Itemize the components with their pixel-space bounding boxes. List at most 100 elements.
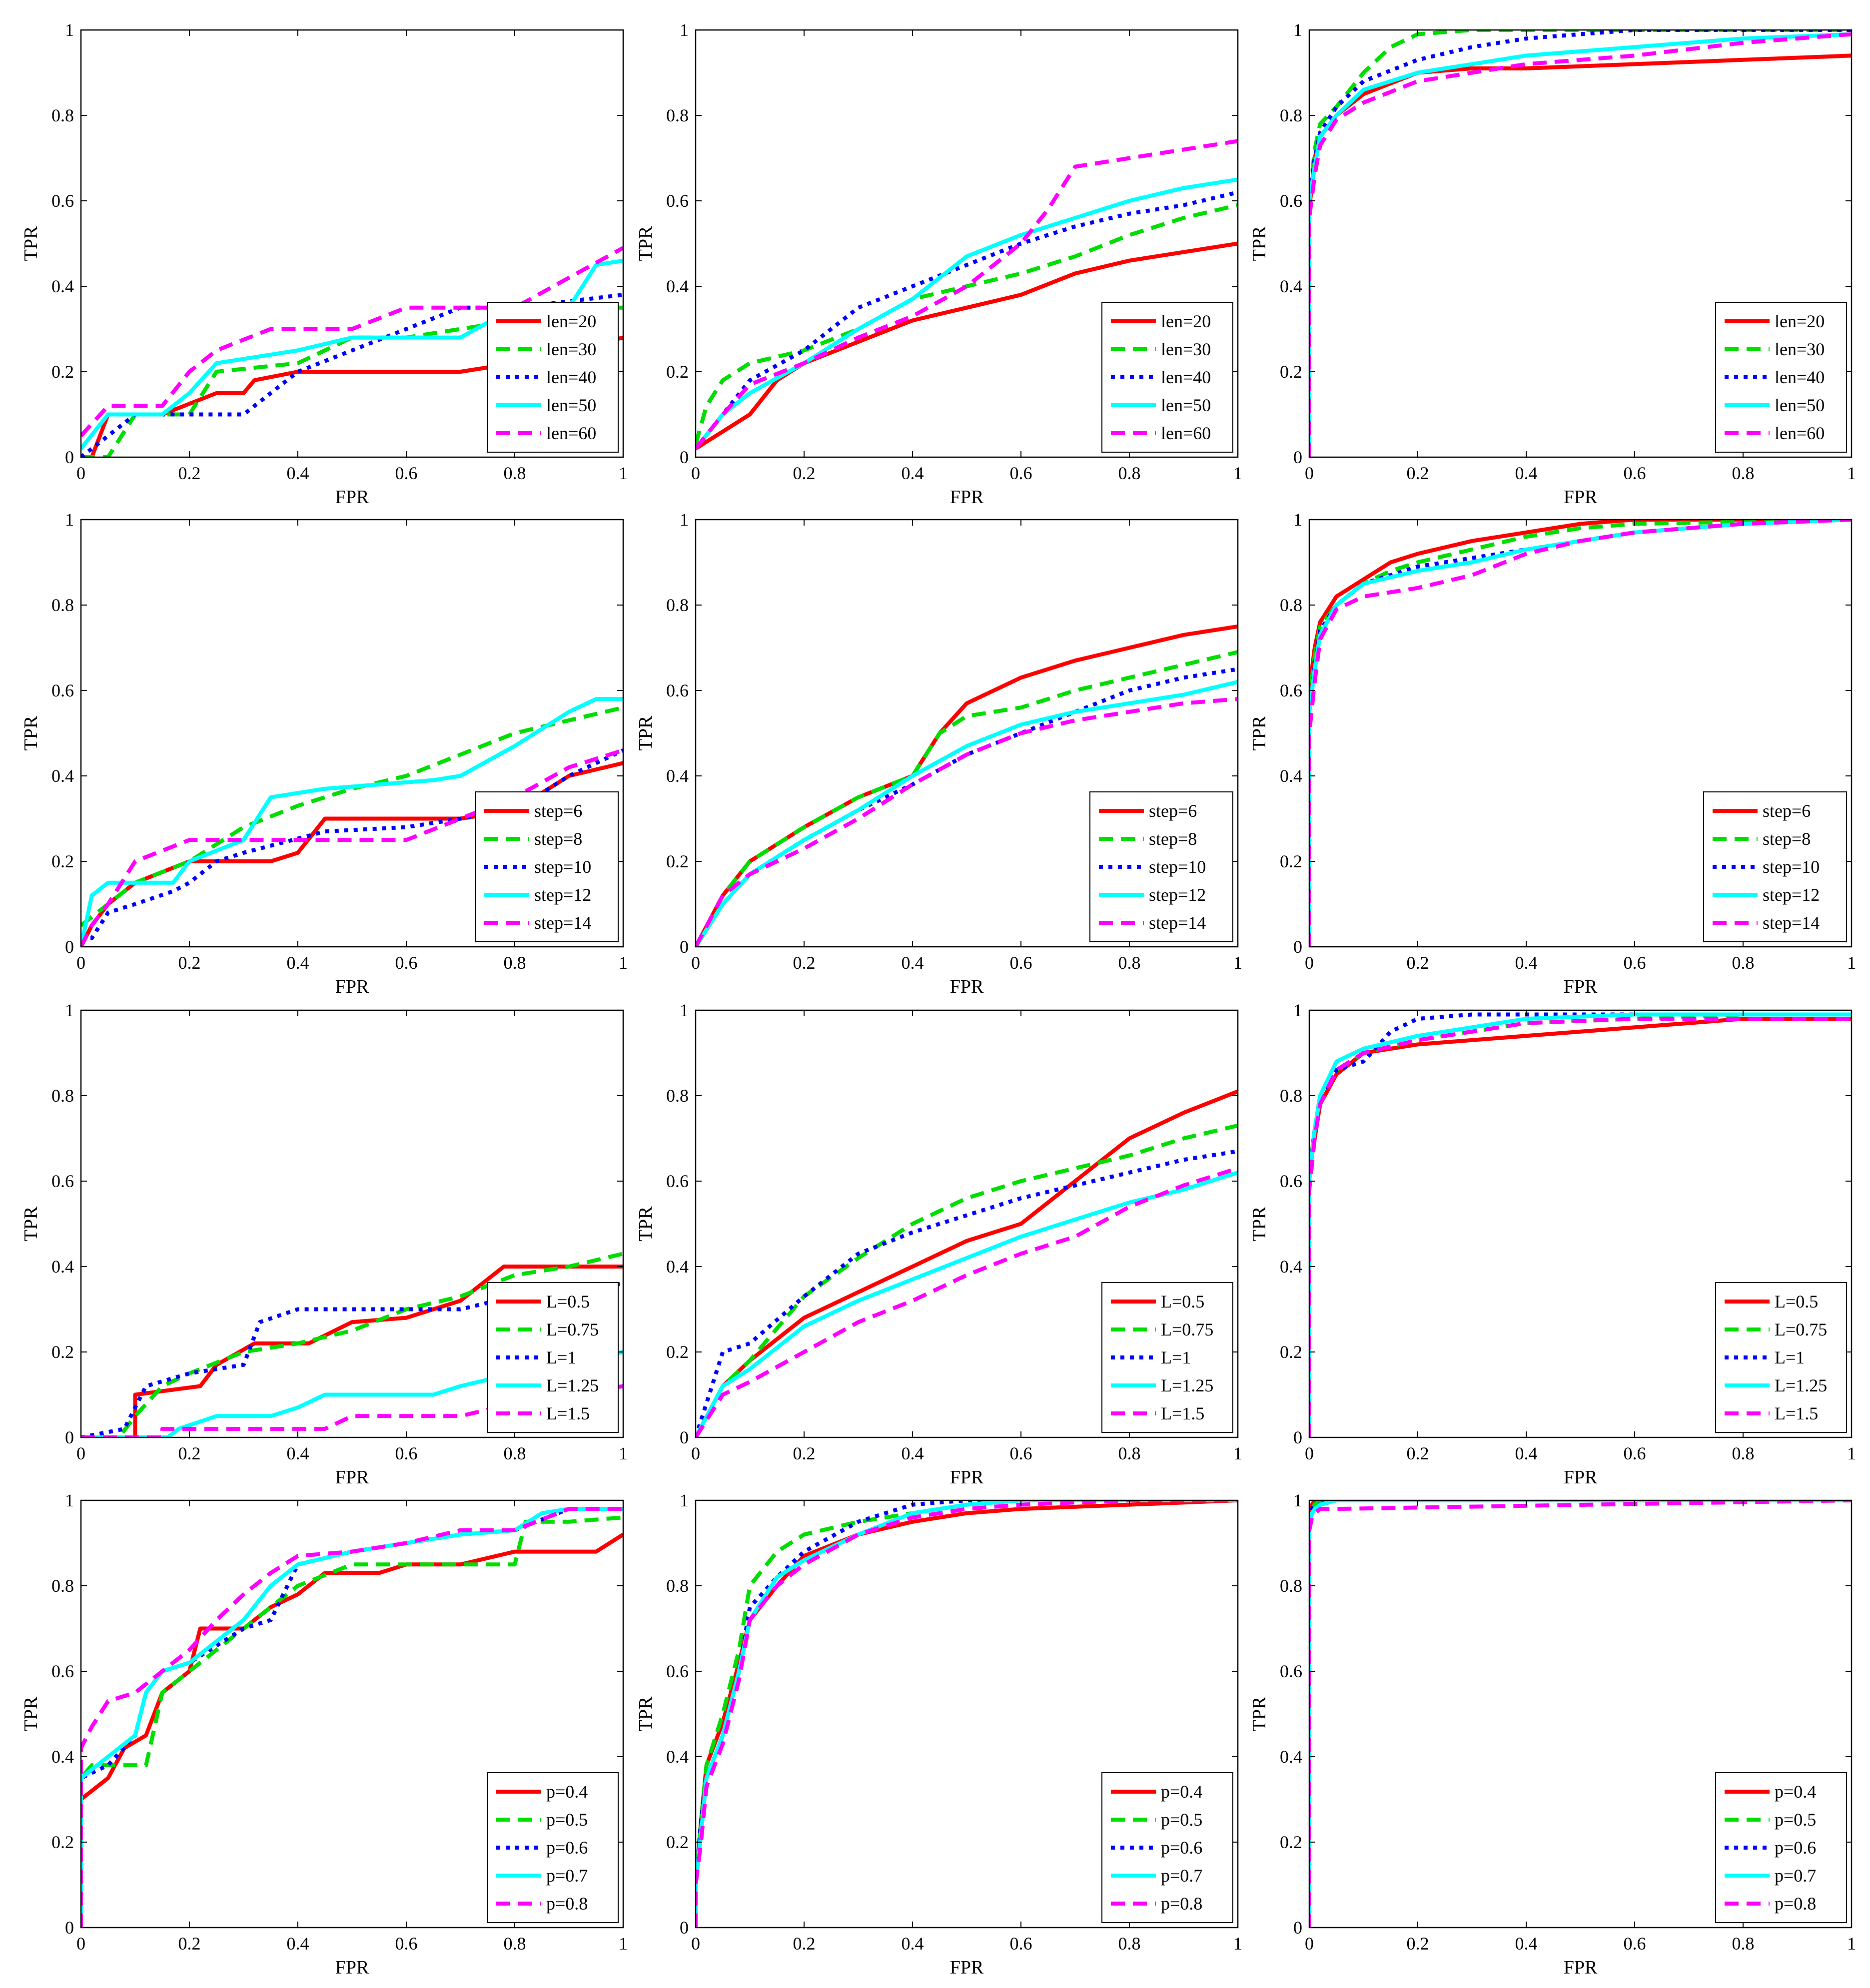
legend-label: len=40 — [1161, 367, 1211, 387]
roc-panel-8: 000.20.20.40.40.60.60.80.811FPRTPRL=0.5L… — [635, 1000, 1242, 1488]
series-line-p=0.7 — [1309, 1500, 1852, 1928]
y-tick-label: 0.4 — [1280, 1747, 1302, 1767]
series-line-len=20 — [696, 241, 1238, 451]
y-tick-label: 0.8 — [51, 1576, 74, 1596]
series-line-len=60 — [1309, 32, 1852, 457]
x-tick-label: 1 — [1847, 953, 1856, 973]
x-tick-label: 0.4 — [902, 1443, 924, 1463]
legend-label: L=1 — [546, 1347, 576, 1367]
x-tick-label: 0.8 — [1732, 463, 1755, 483]
x-tick-label: 0.6 — [395, 1934, 418, 1954]
x-tick-label: 0 — [1305, 463, 1314, 483]
legend-box — [1089, 791, 1233, 942]
series-line-step=10 — [696, 667, 1238, 947]
legend-label: len=30 — [1161, 339, 1211, 359]
legend-label: step=14 — [1149, 913, 1206, 933]
roc-panel-6: 00 0.2 0.2 0.4 0.4 0.6 0.6 0.8 0.8 1 1 FPR TPR step=6… — [1249, 510, 1856, 997]
legend-box — [475, 791, 619, 942]
y-axis-label: TPR — [20, 715, 41, 750]
y-tick-label: 1 — [65, 1490, 74, 1510]
y-tick-label: 0 — [65, 1427, 74, 1447]
x-tick-label: 0 — [1305, 1443, 1314, 1463]
series-line-step=12 — [696, 680, 1238, 947]
series-line-L=1.25 — [81, 1350, 623, 1437]
y-axis-label: TPR — [635, 226, 656, 261]
roc-panel-2: 00 0.2 0.2 0.4 0.4 0.6 0.6 0.8 0.8 1 1 FPR TPR len=20… — [635, 20, 1242, 508]
x-axis-label: FPR — [335, 1467, 369, 1488]
legend-label: p=0.4 — [546, 1782, 588, 1802]
y-tick-label: 0 — [680, 1427, 689, 1447]
y-tick-label: 0.4 — [666, 1747, 689, 1767]
legend-label: p=0.4 — [1775, 1782, 1816, 1802]
x-tick-label: 0 — [691, 463, 700, 483]
y-tick-label: 0.6 — [51, 1171, 74, 1191]
series-line-step=14 — [696, 697, 1238, 947]
x-tick-label: 0.6 — [1010, 1934, 1032, 1954]
series-line-L=1.5 — [1309, 1017, 1852, 1437]
legend: len=20 len=30 len=40 len=50 len=60 — [1101, 302, 1233, 453]
y-tick-label: 1 — [65, 510, 74, 530]
series-group — [1309, 1500, 1852, 1928]
x-tick-label: 0.6 — [1010, 953, 1032, 973]
x-tick-label: 0 — [691, 953, 700, 973]
y-tick-label: 0.6 — [51, 191, 74, 211]
legend-label: step=12 — [1763, 885, 1820, 905]
x-axis-label: FPR — [335, 976, 369, 997]
x-tick-label: 0.8 — [504, 1443, 526, 1463]
x-tick-label: 0.6 — [1624, 463, 1646, 483]
x-tick-label: 0 — [76, 953, 85, 973]
y-tick-label: 0.2 — [1280, 1342, 1302, 1362]
y-tick-label: 0.8 — [666, 1086, 689, 1106]
series-group — [81, 1507, 623, 1928]
legend-label: p=0.7 — [1775, 1866, 1816, 1886]
y-tick-label: 1 — [1293, 20, 1302, 40]
legend-label: step=12 — [534, 885, 591, 905]
x-tick-label: 0 — [76, 463, 85, 483]
series-group — [696, 1089, 1238, 1437]
x-tick-label: 0.4 — [287, 1934, 309, 1954]
legend-label: step=8 — [1149, 829, 1197, 849]
plot-frame — [695, 1009, 1239, 1438]
series-line-L=1 — [81, 1282, 623, 1437]
y-tick-label: 0.2 — [51, 851, 74, 871]
x-axis-label: FPR — [335, 487, 369, 508]
x-tick-label: 0.4 — [1515, 1934, 1538, 1954]
legend-label: p=0.5 — [1775, 1810, 1816, 1830]
x-tick-label: 0.6 — [395, 953, 418, 973]
y-tick-label: 0.6 — [666, 1661, 689, 1681]
legend-label: p=0.8 — [1161, 1894, 1202, 1914]
legend-box — [1703, 791, 1847, 942]
legend-label: p=0.5 — [1161, 1810, 1202, 1830]
x-tick-label: 0.2 — [178, 953, 201, 973]
y-tick-label: 0.4 — [666, 766, 689, 786]
x-axis-label: FPR — [1564, 487, 1598, 508]
legend-label: p=0.5 — [546, 1810, 588, 1830]
legend-label: L=1.25 — [546, 1375, 599, 1395]
legend-label: L=1.25 — [1775, 1375, 1827, 1395]
legend-label: p=0.7 — [546, 1866, 588, 1886]
y-axis-label: TPR — [20, 1206, 41, 1241]
x-tick-label: 0.8 — [1118, 1934, 1141, 1954]
series-line-len=50 — [696, 177, 1238, 450]
y-tick-label: 0.4 — [1280, 1257, 1302, 1277]
x-tick-label: 0.4 — [902, 463, 924, 483]
legend-label: step=14 — [534, 913, 591, 933]
series-group — [1309, 1012, 1852, 1437]
x-tick-label: 0.2 — [1407, 1443, 1429, 1463]
y-tick-label: 0.6 — [666, 1171, 689, 1191]
plot-frame — [80, 519, 624, 948]
y-tick-label: 0.2 — [1280, 851, 1302, 871]
legend-label: p=0.8 — [546, 1894, 588, 1914]
series-line-step=12 — [1309, 520, 1852, 947]
roc-panel-5: 00 0.2 0.2 0.4 0.4 0.6 0.6 0.8 0.8 1 1 FPR TPR step=6… — [635, 510, 1242, 997]
legend: L=0.5 L=0.75 L=1 L=1.25 L=1.5 — [487, 1282, 619, 1433]
plot-frame — [1308, 1009, 1853, 1438]
legend-label: len=60 — [1775, 423, 1825, 443]
x-tick-label: 0 — [691, 1934, 700, 1954]
legend-label: step=12 — [1149, 885, 1206, 905]
x-axis-label: FPR — [1564, 1467, 1598, 1488]
legend-label: step=10 — [1763, 857, 1820, 877]
legend-label: len=20 — [1775, 311, 1825, 331]
y-tick-label: 0 — [1293, 447, 1302, 467]
y-tick-label: 0.8 — [666, 595, 689, 615]
